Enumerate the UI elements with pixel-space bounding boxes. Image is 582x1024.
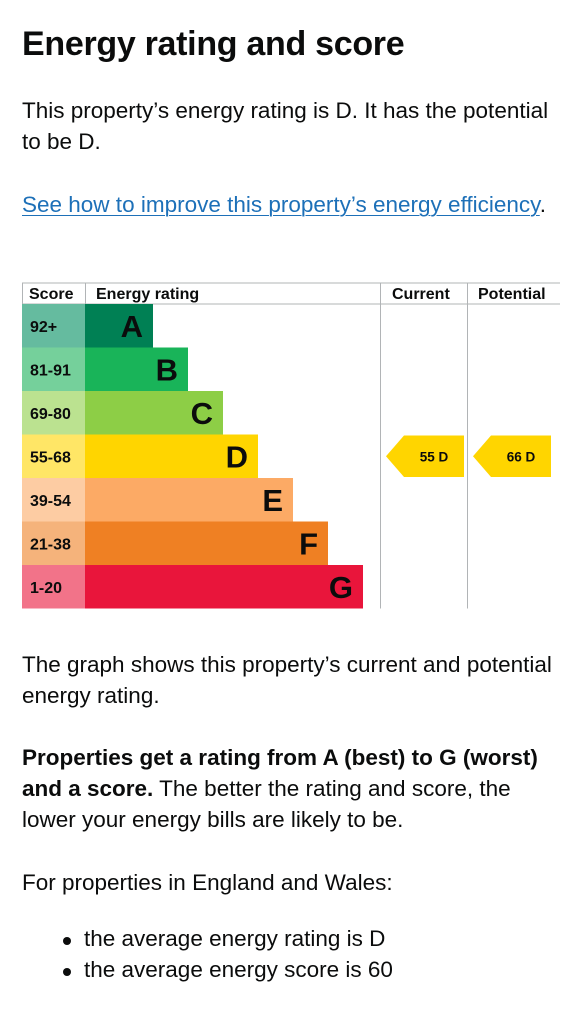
- rating-band-bar: [85, 478, 293, 522]
- averages-list: the average energy rating is D the avera…: [22, 923, 552, 985]
- score-range-label: 1-20: [30, 580, 62, 597]
- score-range-label: 55-68: [30, 449, 71, 466]
- rating-band-bar: [85, 521, 328, 565]
- rating-band-bar: [85, 434, 258, 478]
- score-range-cell: [22, 391, 85, 435]
- column-header: Potential: [478, 286, 546, 303]
- bullet-icon: [63, 937, 71, 945]
- improve-efficiency-link[interactable]: See how to improve this property’s energ…: [22, 192, 540, 217]
- rating-band-letter: E: [262, 483, 283, 518]
- improve-suffix: .: [539, 192, 547, 217]
- improve-paragraph: See how to improve this property’s energ…: [22, 189, 552, 220]
- column-header: Score: [29, 286, 74, 303]
- rating-band-bar: [85, 391, 223, 435]
- page-title: Energy rating and score: [22, 25, 405, 63]
- average-rating-text: the average energy rating is D: [84, 926, 386, 951]
- chart-bands: 92+ A 81-91 B 69-80 C 55-68 D 39-54 E 21-38 F 1-20 G: [22, 304, 363, 609]
- potential-rating-label: 66 D: [507, 449, 536, 464]
- rating-summary: This property’s energy rating is D. It h…: [22, 98, 549, 154]
- list-item: the average energy rating is D: [22, 923, 552, 954]
- column-header: Current: [392, 286, 450, 303]
- average-score-text: the average energy score is 60: [84, 957, 393, 982]
- current-rating-arrow: [386, 435, 464, 477]
- score-range-label: 39-54: [30, 493, 71, 510]
- rating-band-letter: D: [226, 439, 248, 474]
- score-range-cell: [22, 304, 85, 348]
- potential-rating-arrow: [473, 435, 551, 477]
- rating-band-letter: A: [121, 309, 143, 344]
- bullet-icon: [63, 968, 71, 976]
- rating-band-letter: G: [329, 570, 353, 605]
- score-range-label: 69-80: [30, 406, 71, 423]
- england-wales-note: For properties in England and Wales:: [22, 870, 393, 895]
- graph-description: The graph shows this property’s current …: [22, 652, 552, 708]
- column-header: Energy rating: [96, 286, 199, 303]
- chart-markers: 55 D 66 D: [386, 435, 551, 477]
- score-range-cell: [22, 347, 85, 391]
- score-range-label: 92+: [30, 319, 57, 336]
- rating-explanation-bold: Properties get a rating from A (best) to…: [22, 745, 538, 801]
- rating-band-bar: [85, 347, 188, 391]
- current-rating-label: 55 D: [420, 449, 449, 464]
- score-range-cell: [22, 521, 85, 565]
- score-range-cell: [22, 434, 85, 478]
- list-item: the average energy score is 60: [22, 954, 552, 985]
- rating-band-bar: [85, 565, 363, 609]
- rating-band-bar: [85, 304, 153, 348]
- rating-band-letter: C: [191, 396, 213, 431]
- score-range-label: 21-38: [30, 536, 71, 553]
- rating-band-letter: B: [156, 352, 178, 387]
- rating-explanation: Properties get a rating from A (best) to…: [22, 742, 552, 835]
- rating-explanation-rest: The better the rating and score, the low…: [22, 776, 511, 832]
- energy-rating-chart: Score Energy rating Current Potential 92+ A 8…: [22, 282, 560, 609]
- score-range-cell: [22, 478, 85, 522]
- score-range-cell: [22, 565, 85, 609]
- chart-headers: Score Energy rating Current Potential: [29, 286, 546, 303]
- rating-band-letter: F: [299, 526, 318, 561]
- score-range-label: 81-91: [30, 362, 71, 379]
